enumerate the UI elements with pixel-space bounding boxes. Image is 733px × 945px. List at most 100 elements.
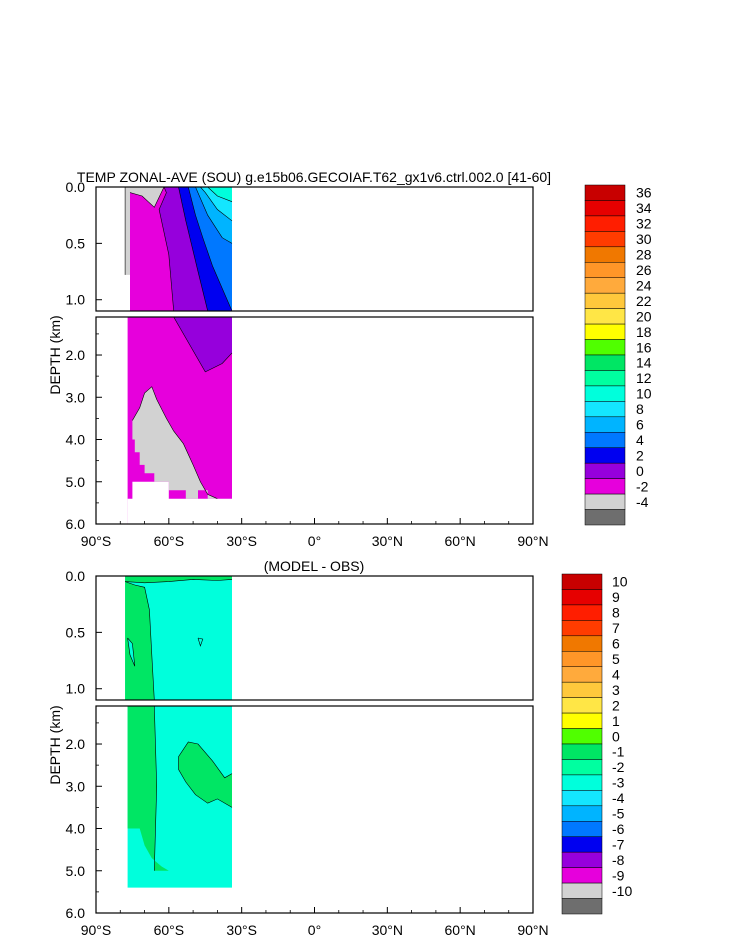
upper-contour-region bbox=[125, 576, 232, 583]
colorbar-label: -10 bbox=[612, 883, 632, 899]
y-tick-label: 1.0 bbox=[66, 292, 86, 308]
chart-title: TEMP ZONAL-AVE (SOU) g.e15b06.GECOIAF.T6… bbox=[77, 169, 551, 185]
y-tick-label: 0.0 bbox=[66, 179, 86, 195]
colorbar-swatch bbox=[584, 416, 626, 433]
colorbar-swatch bbox=[584, 339, 626, 356]
colorbar-swatch bbox=[561, 867, 603, 884]
upper-contour-region bbox=[200, 187, 232, 221]
colorbar-label: 26 bbox=[636, 262, 652, 278]
colorbar-swatch bbox=[561, 851, 603, 868]
x-tick-label: 30°N bbox=[372, 533, 403, 549]
upper-contour-line bbox=[127, 637, 136, 667]
colorbar-swatch bbox=[561, 898, 603, 915]
colorbar-label: 2 bbox=[636, 447, 644, 463]
colorbar-swatch bbox=[584, 277, 626, 294]
colorbar-label: -6 bbox=[612, 821, 625, 837]
colorbar-swatch bbox=[561, 743, 603, 760]
y-axis-label: DEPTH (km) bbox=[47, 315, 63, 394]
y-tick-label: 6.0 bbox=[66, 905, 86, 921]
colorbar-swatch bbox=[584, 200, 626, 217]
colorbar-label: -2 bbox=[612, 759, 625, 775]
colorbar-swatch bbox=[561, 635, 603, 652]
lower-contour-region bbox=[178, 741, 232, 808]
x-tick-label: 60°N bbox=[445, 533, 476, 549]
colorbar-label: 3 bbox=[612, 682, 620, 698]
y-axis-label: DEPTH (km) bbox=[47, 705, 63, 784]
colorbar-label: 28 bbox=[636, 247, 652, 263]
lower-seafloor-blank bbox=[127, 887, 232, 913]
colorbar-swatch bbox=[561, 589, 603, 606]
lower-contour-line bbox=[132, 386, 218, 499]
y-tick-label: 1.0 bbox=[66, 681, 86, 697]
colorbar-swatch bbox=[584, 370, 626, 387]
colorbar-label: 8 bbox=[636, 401, 644, 417]
x-tick-label: 60°S bbox=[154, 922, 185, 938]
colorbar-label: 5 bbox=[612, 651, 620, 667]
y-tick-label: 3.0 bbox=[66, 389, 86, 405]
colorbar-swatch bbox=[584, 262, 626, 278]
chart-title: (MODEL - OBS) bbox=[264, 558, 365, 574]
colorbar-swatch bbox=[584, 432, 626, 448]
colorbar-swatch bbox=[561, 836, 603, 853]
upper-contour-region bbox=[207, 187, 232, 202]
colorbar-swatch bbox=[584, 323, 626, 340]
lower-contour-region bbox=[132, 386, 218, 499]
colorbar-label: 0 bbox=[612, 728, 620, 744]
x-tick-label: 0° bbox=[308, 533, 321, 549]
y-tick-label: 5.0 bbox=[66, 474, 86, 490]
colorbar-swatch bbox=[584, 509, 626, 526]
y-tick-label: 2.0 bbox=[66, 347, 86, 363]
x-tick-label: 30°S bbox=[226, 922, 257, 938]
colorbar-swatch bbox=[584, 401, 626, 418]
x-tick-label: 0° bbox=[308, 922, 321, 938]
upper-contour-line bbox=[129, 187, 165, 208]
colorbar-swatch bbox=[561, 882, 603, 899]
lower-contour-line bbox=[173, 317, 233, 373]
upper-contour-region bbox=[130, 187, 174, 311]
colorbar-swatch bbox=[561, 681, 603, 698]
colorbar-swatch bbox=[561, 620, 603, 637]
upper-contour-region bbox=[130, 187, 164, 208]
colorbar-label: 4 bbox=[636, 432, 644, 448]
x-tick-label: 60°S bbox=[154, 533, 185, 549]
colorbar-swatch bbox=[584, 246, 626, 263]
lower-contour-line bbox=[178, 741, 233, 808]
colorbar-swatch bbox=[561, 790, 603, 807]
colorbar-swatch bbox=[561, 774, 603, 791]
colorbar-label: 7 bbox=[612, 620, 620, 636]
colorbar-swatch bbox=[561, 666, 603, 683]
colorbar-swatch bbox=[561, 573, 603, 590]
colorbar-label: 10 bbox=[636, 386, 652, 402]
y-tick-label: 4.0 bbox=[66, 432, 86, 448]
x-tick-label: 30°S bbox=[226, 533, 257, 549]
colorbar-label: -9 bbox=[612, 867, 625, 883]
lower-contour-area bbox=[127, 317, 233, 524]
x-tick-label: 90°S bbox=[81, 533, 112, 549]
lower-contour-line bbox=[154, 706, 158, 871]
y-tick-label: 2.0 bbox=[66, 736, 86, 752]
y-tick-label: 6.0 bbox=[66, 516, 86, 532]
colorbar-label: -1 bbox=[612, 744, 625, 760]
y-tick-label: 0.5 bbox=[66, 235, 86, 251]
x-tick-label: 90°N bbox=[517, 922, 548, 938]
colorbar-label: 36 bbox=[636, 185, 652, 201]
upper-contour-region bbox=[125, 187, 130, 275]
upper-contour-line bbox=[125, 581, 155, 700]
y-tick-label: 3.0 bbox=[66, 778, 86, 794]
colorbar-label: 22 bbox=[636, 293, 652, 309]
lower-contour-region bbox=[127, 706, 169, 871]
colorbar-label: 4 bbox=[612, 666, 620, 682]
upper-contour-region bbox=[188, 187, 232, 311]
colorbar-label: 6 bbox=[612, 636, 620, 652]
lower-contour-region bbox=[144, 706, 152, 736]
upper-contour-region bbox=[195, 187, 232, 244]
upper-contour-line bbox=[197, 637, 204, 647]
colorbar-label: 6 bbox=[636, 417, 644, 433]
colorbar-swatch bbox=[584, 215, 626, 232]
upper-contour-region bbox=[127, 638, 135, 667]
upper-contour-line bbox=[158, 187, 174, 311]
colorbar-swatch bbox=[561, 651, 603, 667]
upper-plot-frame bbox=[95, 575, 534, 701]
